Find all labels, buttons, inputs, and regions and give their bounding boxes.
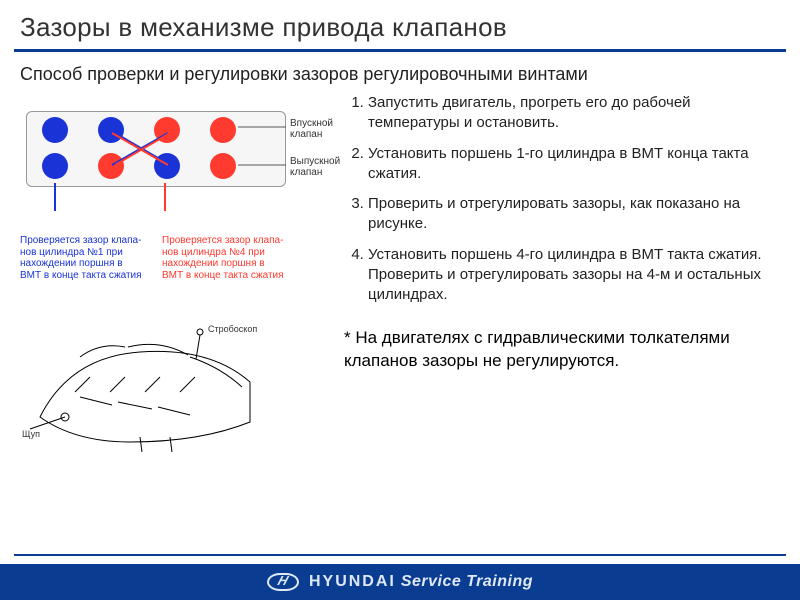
caption-red: Проверяется зазор клапа- нов цилиндра №4…	[162, 235, 292, 281]
hyundai-emblem-icon	[267, 573, 299, 591]
footnote: * На двигателях с гидравлическими толкат…	[344, 327, 780, 373]
brand-text: HYUNDAI Service Training	[309, 573, 533, 591]
content: Впускной клапан Выпускной клапан Проверя…	[0, 93, 800, 457]
step-item: Запустить двигатель, прогреть его до раб…	[368, 93, 780, 134]
caption-blue: Проверяется зазор клапа- нов цилиндра №1…	[20, 235, 150, 281]
bottom-rule	[14, 554, 786, 556]
feeler-label: Щуп	[22, 430, 40, 439]
engine-sketch: Стробоскоп Щуп	[20, 297, 280, 457]
step-item: Установить поршень 1-го цилиндра в ВМТ к…	[368, 144, 780, 185]
title-rule	[14, 49, 786, 52]
step-item: Проверить и отрегулировать зазоры, как п…	[368, 194, 780, 235]
valve-diagram: Впускной клапан Выпускной клапан	[20, 93, 320, 233]
brand-suffix: Service Training	[401, 573, 533, 590]
brand-name: HYUNDAI	[309, 573, 396, 590]
steps-list: Запустить двигатель, прогреть его до раб…	[344, 93, 780, 305]
brand-bar: HYUNDAI Service Training	[0, 564, 800, 600]
intake-label: Впускной клапан	[290, 119, 333, 140]
right-column: Запустить двигатель, прогреть его до раб…	[330, 93, 780, 457]
strobe-label: Стробоскоп	[208, 325, 257, 334]
left-column: Впускной клапан Выпускной клапан Проверя…	[20, 93, 330, 457]
page-title: Зазоры в механизме привода клапанов	[0, 0, 800, 49]
subtitle: Способ проверки и регулировки зазоров ре…	[0, 62, 800, 93]
exhaust-label: Выпускной клапан	[290, 157, 340, 178]
diagram-captions: Проверяется зазор клапа- нов цилиндра №1…	[20, 235, 330, 281]
step-item: Установить поршень 4-го цилиндра в ВМТ т…	[368, 245, 780, 306]
